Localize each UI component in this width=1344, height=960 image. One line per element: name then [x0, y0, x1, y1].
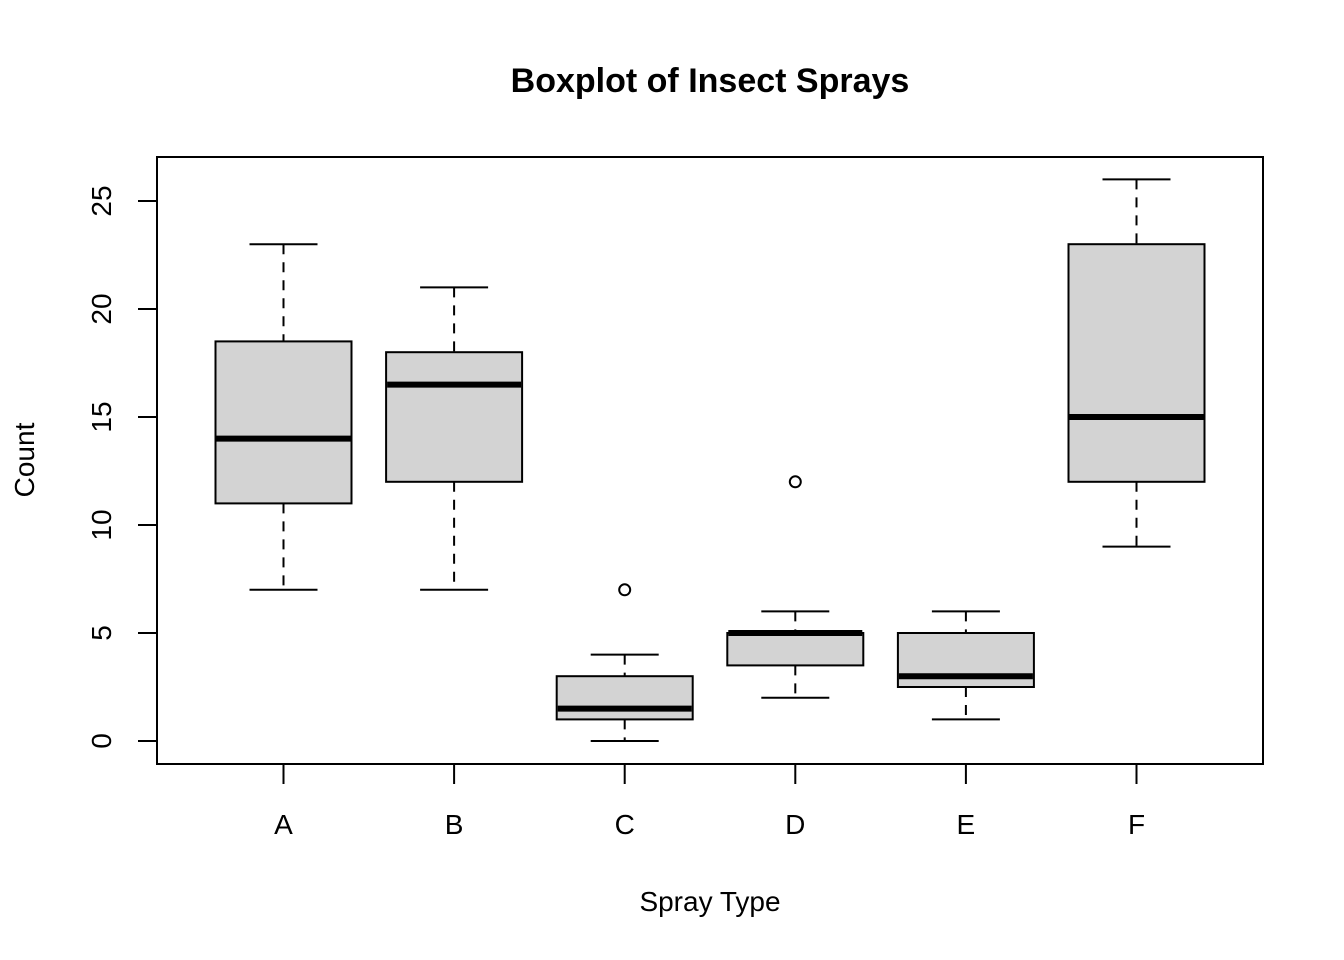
x-tick-label: D — [785, 809, 805, 840]
boxes-group — [214, 178, 1206, 742]
box-B — [385, 286, 524, 591]
outlier-point — [788, 475, 802, 489]
x-tick-label: C — [615, 809, 635, 840]
y-tick-label: 10 — [86, 509, 117, 540]
chart-title: Boxplot of Insect Sprays — [511, 62, 910, 100]
iqr-box — [555, 675, 694, 721]
x-tick-label: E — [957, 809, 976, 840]
iqr-box — [726, 632, 865, 667]
x-axis: A B C D E F — [274, 764, 1145, 840]
x-tick-label: F — [1128, 809, 1145, 840]
x-tick-label: A — [274, 809, 293, 840]
y-tick-label: 20 — [86, 293, 117, 324]
iqr-box — [1067, 243, 1206, 483]
y-tick-label: 5 — [86, 625, 117, 641]
box-E — [896, 610, 1035, 721]
y-axis-label: Count — [9, 422, 40, 497]
y-tick-label: 0 — [86, 733, 117, 749]
y-tick-label: 25 — [86, 185, 117, 216]
box-C — [555, 583, 694, 742]
box-D — [726, 475, 865, 699]
outlier-point — [618, 583, 632, 597]
x-axis-label: Spray Type — [639, 886, 780, 917]
x-tick-label: B — [445, 809, 464, 840]
iqr-box — [385, 351, 524, 483]
y-axis: 0 5 10 15 20 25 — [86, 185, 157, 749]
box-A — [214, 243, 353, 591]
y-tick-label: 15 — [86, 401, 117, 432]
iqr-box — [214, 340, 353, 505]
box-F — [1067, 178, 1206, 548]
plot-frame — [156, 156, 1264, 765]
